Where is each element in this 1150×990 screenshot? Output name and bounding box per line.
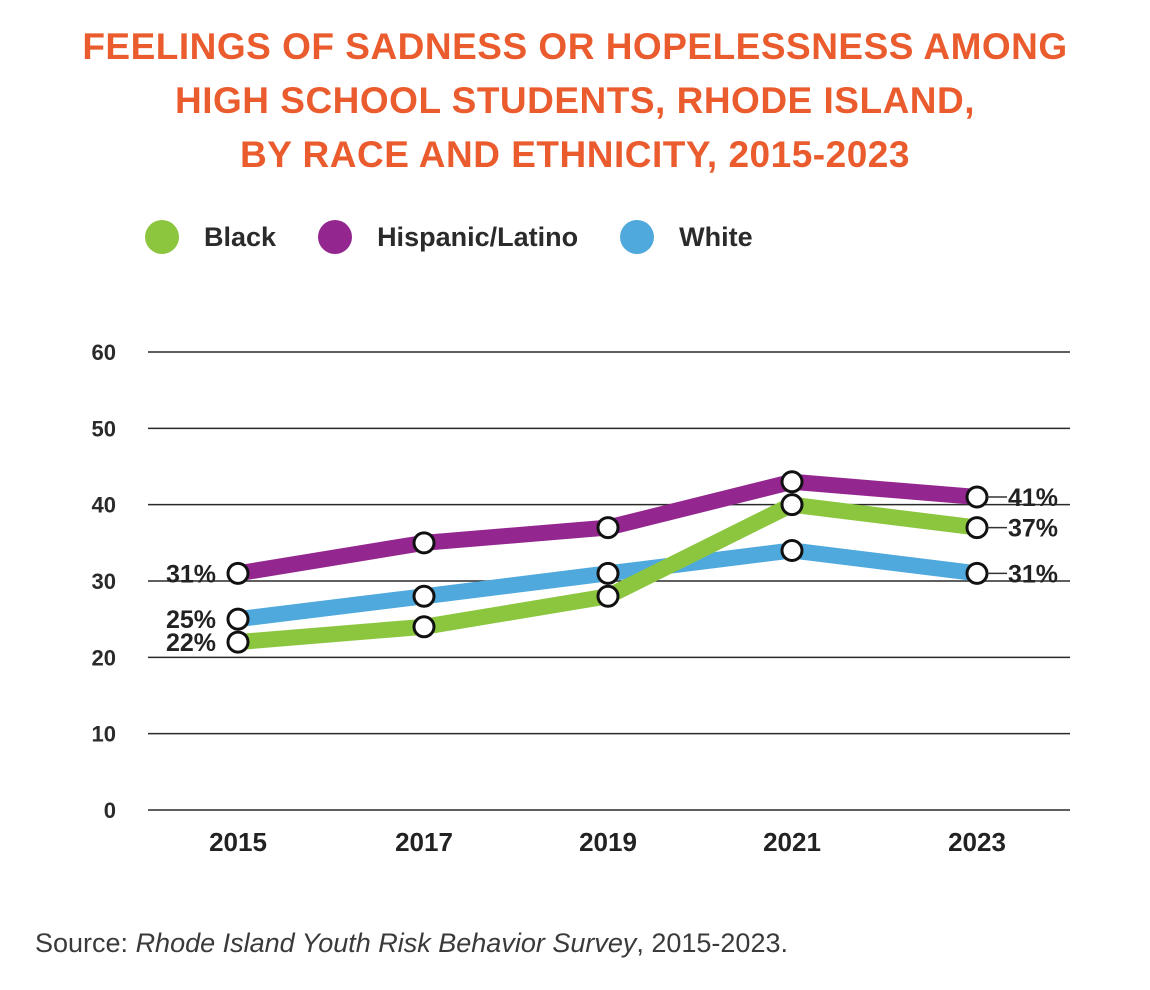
legend-label-black: Black — [204, 221, 277, 252]
data-point-white — [596, 561, 620, 585]
data-point-hispanic-latino — [226, 561, 250, 585]
y-tick-label: 20 — [92, 645, 116, 670]
legend-item-hispanic-latino: Hispanic/Latino — [318, 220, 578, 254]
legend-swatch-black — [145, 220, 179, 254]
data-point-black — [412, 615, 436, 639]
data-label: 37% — [1008, 515, 1058, 543]
chart-title-line: FEELINGS OF SADNESS OR HOPELESSNESS AMON… — [82, 26, 1068, 67]
legend-swatch-white — [620, 220, 655, 254]
data-label: 31% — [1008, 560, 1058, 588]
source-prefix: Source: — [35, 928, 136, 958]
chart-title-line: BY RACE AND ETHNICITY, 2015-2023 — [240, 134, 910, 175]
chart-title: FEELINGS OF SADNESS OR HOPELESSNESS AMON… — [0, 20, 1150, 182]
data-labels: 31% 25%22% 41% 37% 31% — [166, 484, 1058, 657]
legend-swatch-hispanic-latino — [318, 220, 353, 254]
data-point-hispanic-latino — [412, 531, 436, 555]
data-point-hispanic-latino — [780, 470, 804, 494]
data-label: 25% — [166, 606, 216, 634]
data-point-black — [226, 630, 250, 654]
y-tick-label: 60 — [92, 340, 116, 365]
x-tick-label: 2021 — [763, 827, 821, 857]
data-point-hispanic-latino — [965, 485, 989, 509]
legend: Black Hispanic/Latino White — [145, 215, 795, 259]
chart-title-line: HIGH SCHOOL STUDENTS, RHODE ISLAND, — [174, 80, 976, 121]
legend-label-white: White — [679, 221, 753, 252]
data-point-white — [226, 607, 250, 631]
source-title: Rhode Island Youth Risk Behavior Survey — [135, 928, 637, 958]
data-point-black — [596, 584, 620, 608]
x-tick-label: 2015 — [209, 827, 267, 857]
data-point-black — [780, 493, 804, 517]
x-axis-ticks: 2015 2017 2019 2021 2023 — [209, 827, 1006, 857]
y-tick-label: 40 — [92, 493, 116, 518]
legend-item-white: White — [620, 220, 753, 254]
legend-label-hispanic-latino: Hispanic/Latino — [377, 221, 579, 252]
y-tick-label: 10 — [92, 722, 116, 747]
x-tick-label: 2019 — [579, 827, 637, 857]
data-point-white — [780, 538, 804, 562]
y-axis-ticks: 0 10 20 30 40 50 60 — [92, 340, 116, 823]
data-label: 22% — [166, 629, 216, 657]
source-note: Source: Rhode Island Youth Risk Behavior… — [35, 928, 788, 959]
data-label: 41% — [1008, 484, 1058, 512]
data-point-hispanic-latino — [596, 516, 620, 540]
y-tick-label: 50 — [92, 416, 116, 441]
y-tick-label: 30 — [92, 569, 116, 594]
x-tick-label: 2023 — [948, 827, 1006, 857]
source-suffix: , 2015-2023. — [636, 928, 788, 958]
data-point-black — [965, 516, 989, 540]
data-points — [226, 470, 989, 654]
legend-item-black: Black — [145, 220, 276, 254]
data-point-white — [412, 584, 436, 608]
data-label: 31% — [166, 560, 216, 588]
data-point-white — [965, 561, 989, 585]
y-tick-label: 0 — [104, 798, 116, 823]
x-tick-label: 2017 — [395, 827, 453, 857]
